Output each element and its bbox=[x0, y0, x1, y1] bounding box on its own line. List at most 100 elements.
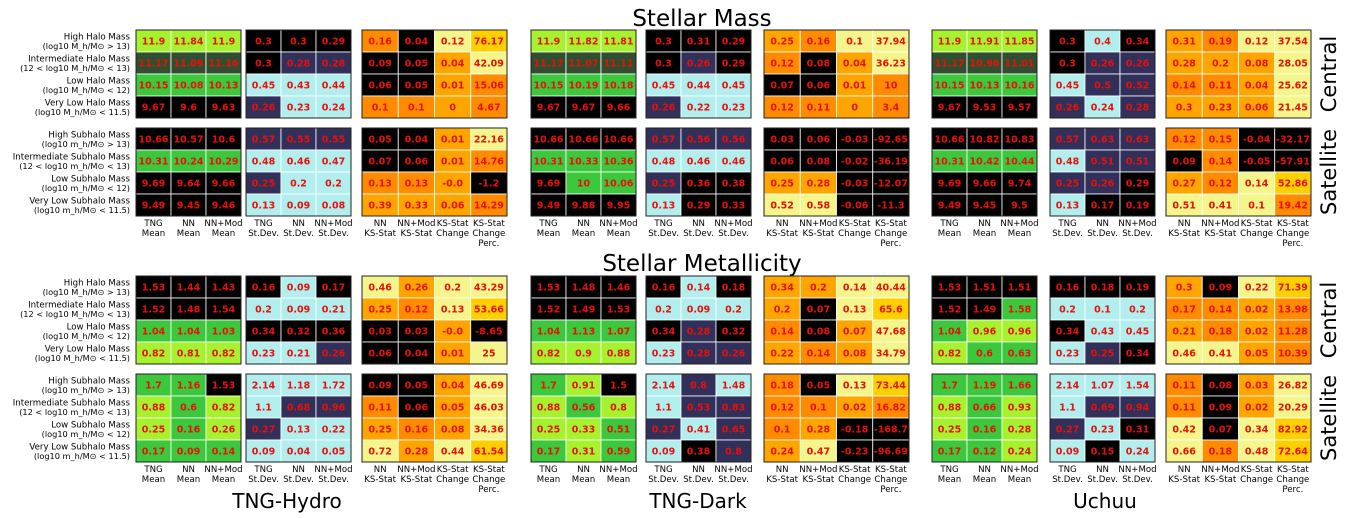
col-label-uchuu-0-2-0-0: NN bbox=[1178, 219, 1191, 229]
col-label-tng-dark-0-1-1-0: NN bbox=[692, 219, 705, 229]
cell-label-mass-central-tng-dark-ks-r1-c2: 0.04 bbox=[843, 59, 867, 70]
col-label-tng-hydro-0-2-3-0: KS-Stat bbox=[473, 219, 505, 229]
cell-label-metal-satellite-tng-dark-ks-r3-c2: -0.23 bbox=[841, 447, 868, 458]
col-label-uchuu-1-1-0-1: St.Dev. bbox=[1052, 475, 1083, 485]
cell-label-metal-satellite-tng-dark-mean-r3-c2: 0.59 bbox=[607, 447, 630, 458]
label-layer: High Halo Mass(log10 M_h/M⊙ > 13)Interme… bbox=[13, 33, 1341, 496]
cell-label-mass-central-tng-hydro-ks-r2-c2: 0.01 bbox=[441, 81, 464, 92]
section-label-satellite-3: Satellite bbox=[1317, 375, 1341, 461]
cell-label-mass-central-tng-hydro-mean-r0-c1: 11.84 bbox=[173, 37, 203, 48]
col-label-tng-hydro-1-0-0-0: TNG bbox=[143, 465, 162, 475]
cell-label-metal-central-uchuu-ks-r3-c0: 0.46 bbox=[1172, 349, 1196, 360]
col-label-tng-dark-0-0-2-1: Mean bbox=[607, 229, 630, 239]
cell-label-mass-central-uchuu-mean-r1-c1: 10.96 bbox=[969, 59, 999, 70]
cell-label-metal-satellite-uchuu-ks-r1-c0: 0.11 bbox=[1172, 403, 1195, 414]
cell-label-metal-satellite-tng-dark-ks-r3-c3: -96.69 bbox=[874, 447, 908, 458]
panel-frame-mass-satellite-tng-hydro-ks bbox=[361, 127, 508, 217]
col-label-tng-hydro-0-2-1-1: KS-Stat bbox=[401, 229, 433, 239]
row-sublabel-metal-satellite-2: (log10 m_h/M⊙ < 12) bbox=[42, 429, 130, 439]
cell-label-metal-satellite-tng-hydro-mean-r1-c0: 0.88 bbox=[142, 403, 166, 414]
panel-frame-metal-satellite-tng-dark-std bbox=[645, 373, 752, 463]
row-sublabel-metal-satellite-1: (12 < log10 m_h/M⊙ < 13) bbox=[19, 407, 130, 417]
cell-label-mass-central-uchuu-std-r3-c1: 0.24 bbox=[1091, 103, 1115, 114]
row-sublabel-mass-satellite-3: (log10 m_h/M⊙ < 11.5) bbox=[34, 205, 130, 215]
cell-label-metal-central-tng-dark-std-r3-c2: 0.26 bbox=[722, 349, 746, 360]
cell-label-metal-central-uchuu-std-r0-c0: 0.16 bbox=[1056, 283, 1080, 294]
cell-label-metal-central-tng-dark-std-r3-c1: 0.28 bbox=[687, 349, 711, 360]
cell-label-metal-satellite-tng-hydro-std-r0-c1: 1.18 bbox=[287, 381, 311, 392]
cell-label-mass-central-tng-dark-ks-r3-c1: 0.11 bbox=[807, 103, 830, 114]
cell-label-metal-satellite-tng-hydro-mean-r3-c1: 0.09 bbox=[177, 447, 200, 458]
col-label-tng-dark-0-0-0-0: TNG bbox=[538, 219, 557, 229]
cell-label-mass-satellite-tng-dark-std-r3-c0: 0.13 bbox=[652, 201, 675, 212]
col-label-uchuu-1-0-2-1: Mean bbox=[1008, 475, 1031, 485]
cell-label-mass-satellite-tng-dark-mean-r0-c0: 10.66 bbox=[533, 135, 563, 146]
row-sublabel-metal-central-2: (log10 M_h/M⊙ < 12) bbox=[43, 331, 130, 341]
cell-label-mass-satellite-tng-hydro-ks-r2-c1: 0.13 bbox=[405, 179, 428, 190]
cell-label-mass-central-tng-dark-mean-r1-c1: 11.07 bbox=[568, 59, 598, 70]
cell-label-mass-central-tng-hydro-std-r1-c0: 0.3 bbox=[255, 59, 272, 70]
cell-label-mass-central-tng-hydro-ks-r0-c0: 0.16 bbox=[368, 37, 392, 48]
col-label-tng-dark-0-2-0-1: KS-Stat bbox=[766, 229, 798, 239]
col-label-uchuu-1-2-0-0: NN bbox=[1178, 465, 1191, 475]
col-label-tng-dark-0-0-1-0: NN bbox=[577, 219, 590, 229]
panel-frame-metal-central-tng-dark-mean bbox=[530, 275, 637, 365]
cell-label-mass-central-uchuu-std-r2-c2: 0.52 bbox=[1126, 81, 1149, 92]
col-label-uchuu-0-0-0-0: TNG bbox=[939, 219, 958, 229]
col-label-uchuu-1-2-3-2: Perc. bbox=[1282, 485, 1303, 495]
cell-label-metal-satellite-tng-hydro-std-r2-c1: 0.13 bbox=[287, 425, 310, 436]
row-label-metal-satellite-0: High Subhalo Mass bbox=[48, 377, 130, 387]
col-label-uchuu-1-1-1-1: St.Dev. bbox=[1087, 475, 1118, 485]
cell-label-metal-satellite-tng-hydro-ks-r1-c3: 46.03 bbox=[474, 403, 504, 414]
cell-label-mass-satellite-tng-hydro-std-r2-c1: 0.2 bbox=[290, 179, 307, 190]
cell-label-mass-central-tng-hydro-std-r3-c0: 0.26 bbox=[252, 103, 276, 114]
cell-label-mass-central-uchuu-mean-r3-c2: 9.57 bbox=[1008, 103, 1031, 114]
col-label-tng-hydro-0-0-2-0: NN+Mod bbox=[204, 219, 242, 229]
col-label-uchuu-1-2-0-1: KS-Stat bbox=[1168, 475, 1200, 485]
cell-label-mass-central-uchuu-ks-r0-c3: 37.54 bbox=[1278, 37, 1308, 48]
cell-label-metal-satellite-tng-hydro-std-r3-c0: 0.09 bbox=[252, 447, 275, 458]
row-label-metal-satellite-3: Very Low Subhalo Mass bbox=[29, 443, 130, 453]
cell-label-mass-central-uchuu-ks-r0-c2: 0.12 bbox=[1245, 37, 1268, 48]
cell-label-mass-central-tng-hydro-ks-r1-c0: 0.09 bbox=[368, 59, 391, 70]
cell-label-metal-central-tng-hydro-ks-r0-c0: 0.46 bbox=[368, 283, 392, 294]
col-label-tng-dark-1-2-0-1: KS-Stat bbox=[766, 475, 798, 485]
cell-label-metal-central-tng-hydro-std-r0-c0: 0.16 bbox=[252, 283, 276, 294]
cell-label-mass-satellite-tng-hydro-mean-r1-c2: 10.29 bbox=[208, 157, 238, 168]
cell-label-metal-central-tng-hydro-ks-r1-c2: 0.13 bbox=[441, 305, 464, 316]
cell-label-mass-satellite-tng-dark-ks-r3-c0: 0.52 bbox=[770, 201, 793, 212]
cell-label-mass-satellite-tng-dark-mean-r1-c0: 10.31 bbox=[533, 157, 563, 168]
cell-label-mass-central-tng-dark-std-r1-c0: 0.3 bbox=[655, 59, 672, 70]
panel-frame-mass-central-tng-hydro-mean bbox=[135, 29, 242, 119]
cell-label-metal-central-uchuu-ks-r0-c3: 71.39 bbox=[1278, 283, 1308, 294]
cell-label-mass-satellite-uchuu-mean-r2-c1: 9.66 bbox=[973, 179, 997, 190]
cell-label-mass-central-uchuu-ks-r1-c1: 0.2 bbox=[1212, 59, 1229, 70]
section-label-satellite-1: Satellite bbox=[1317, 129, 1341, 215]
col-label-tng-hydro-0-0-0-0: TNG bbox=[143, 219, 162, 229]
cell-label-metal-central-tng-dark-mean-r1-c1: 1.49 bbox=[572, 305, 595, 316]
cell-label-metal-satellite-tng-hydro-std-r0-c2: 1.72 bbox=[322, 381, 345, 392]
col-label-tng-hydro-1-1-1-0: NN bbox=[292, 465, 305, 475]
cell-label-metal-satellite-uchuu-std-r2-c0: 0.27 bbox=[1056, 425, 1079, 436]
section-label-central-2: Central bbox=[1317, 282, 1341, 358]
cell-label-metal-satellite-tng-dark-ks-r3-c1: 0.47 bbox=[807, 447, 830, 458]
cell-label-mass-central-tng-dark-ks-r0-c1: 0.16 bbox=[807, 37, 831, 48]
col-label-tng-dark-1-0-2-1: Mean bbox=[607, 475, 630, 485]
section-label-central-0: Central bbox=[1317, 36, 1341, 112]
panel-frame-mass-satellite-uchuu-mean bbox=[931, 127, 1038, 217]
row-label-mass-satellite-2: Low Subhalo Mass bbox=[51, 175, 130, 185]
cell-label-metal-satellite-tng-hydro-mean-r0-c0: 1.7 bbox=[145, 381, 162, 392]
cell-label-metal-central-uchuu-ks-r1-c2: 0.02 bbox=[1245, 305, 1268, 316]
panel-frame-mass-central-uchuu-std bbox=[1049, 29, 1156, 119]
cell-label-mass-central-tng-hydro-mean-r3-c2: 9.63 bbox=[212, 103, 235, 114]
cell-label-metal-central-uchuu-mean-r1-c2: 1.58 bbox=[1008, 305, 1032, 316]
cell-label-mass-satellite-tng-hydro-ks-r3-c0: 0.39 bbox=[368, 201, 391, 212]
cell-label-metal-central-uchuu-std-r3-c1: 0.25 bbox=[1091, 349, 1114, 360]
cell-label-metal-satellite-tng-dark-std-r1-c0: 1.1 bbox=[655, 403, 672, 414]
col-label-uchuu-0-2-3-2: Perc. bbox=[1282, 239, 1303, 249]
col-label-tng-dark-1-2-3-2: Perc. bbox=[880, 485, 901, 495]
cell-label-mass-central-tng-dark-ks-r0-c3: 37.94 bbox=[876, 37, 906, 48]
col-label-tng-hydro-0-2-3-2: Perc. bbox=[478, 239, 499, 249]
cell-label-metal-satellite-uchuu-std-r1-c2: 0.94 bbox=[1126, 403, 1150, 414]
cell-label-mass-central-tng-dark-std-r1-c2: 0.29 bbox=[722, 59, 745, 70]
